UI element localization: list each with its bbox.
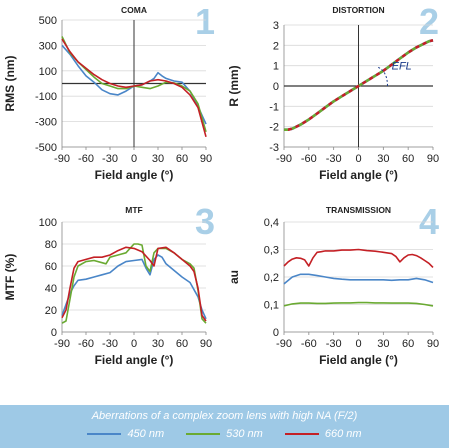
- y-tick-label: 0,1: [264, 300, 279, 312]
- legend-item-660nm: 660 nm: [284, 428, 362, 440]
- x-axis-label: Field angle (°): [95, 353, 174, 367]
- series-line-530nm: [283, 301, 434, 307]
- y-tick-label: -300: [35, 117, 57, 129]
- x-tick-label: -60: [78, 338, 94, 350]
- chart-title: TRANSMISSION: [326, 205, 391, 215]
- y-tick-label: 0: [51, 327, 57, 339]
- series-line-450nm: [283, 273, 434, 285]
- efl-arc: [376, 66, 388, 87]
- figure-caption: Aberrations of a complex zoom lens with …: [91, 410, 358, 422]
- x-tick-label: 0: [355, 338, 361, 350]
- y-axis-label: MTF (%): [3, 254, 17, 301]
- panel-number: 2: [419, 1, 439, 42]
- series-line-660nm: [61, 38, 207, 138]
- series-line-450nm: [61, 254, 207, 320]
- y-axis-label: R (mm): [227, 65, 241, 106]
- panel-number: 1: [195, 1, 215, 42]
- y-tick-label: 40: [45, 283, 57, 295]
- y-tick-label: 100: [39, 217, 57, 229]
- efl-annotation: EFL: [392, 61, 412, 73]
- x-tick-label: 30: [377, 153, 389, 165]
- y-tick-label: 0: [273, 327, 279, 339]
- y-tick-label: 2: [273, 40, 279, 52]
- y-tick-label: 3: [273, 20, 279, 32]
- y-axis-label: RMS (nm): [3, 56, 17, 112]
- x-tick-label: 30: [377, 338, 389, 350]
- y-tick-label: -500: [35, 142, 57, 154]
- y-tick-label: 300: [39, 40, 57, 52]
- panel-number: 3: [195, 201, 215, 242]
- series-line-530nm: [61, 243, 207, 324]
- legend-item-530nm: 530 nm: [186, 428, 263, 440]
- x-tick-label: 30: [152, 338, 164, 350]
- legend-label-450nm: 450 nm: [127, 428, 165, 440]
- x-tick-label: 0: [131, 153, 137, 165]
- y-tick-label: -1: [269, 101, 279, 113]
- chart-panel-2: 2 DISTORTION 3 2 1 0 -1 -2 -3-90 -60 -30 0 30 60 90 EFL…: [227, 1, 439, 182]
- x-tick-label: 60: [402, 153, 414, 165]
- series-line-660nm: [283, 248, 434, 268]
- x-tick-label: -90: [54, 338, 70, 350]
- panel-number: 4: [419, 201, 439, 242]
- y-tick-label: 0,4: [264, 217, 279, 229]
- x-axis-label: Field angle (°): [319, 353, 398, 367]
- chart-title: DISTORTION: [332, 5, 384, 15]
- x-tick-label: 60: [176, 153, 188, 165]
- x-tick-label: 60: [176, 338, 188, 350]
- y-tick-label: 0,3: [264, 245, 279, 257]
- x-tick-label: 0: [131, 338, 137, 350]
- x-tick-label: 90: [200, 338, 212, 350]
- series-line-660nm: [61, 246, 207, 322]
- x-axis-label: Field angle (°): [95, 168, 174, 182]
- x-tick-label: 60: [402, 338, 414, 350]
- x-tick-label: -30: [102, 153, 118, 165]
- x-axis-label: Field angle (°): [319, 168, 398, 182]
- y-tick-label: 100: [39, 66, 57, 78]
- y-tick-label: 500: [39, 15, 57, 27]
- x-tick-label: -30: [102, 338, 118, 350]
- legend: 450 nm 530 nm 660 nm: [0, 427, 449, 441]
- x-tick-label: -60: [301, 153, 317, 165]
- x-tick-label: -90: [54, 153, 70, 165]
- series-line-660nm: [284, 39, 434, 131]
- legend-label-530nm: 530 nm: [226, 428, 263, 440]
- x-tick-label: 90: [427, 338, 439, 350]
- x-tick-label: -30: [326, 153, 342, 165]
- y-tick-label: 20: [45, 305, 57, 317]
- x-tick-label: 30: [152, 153, 164, 165]
- y-tick-label: 0,2: [264, 272, 279, 284]
- x-tick-label: -60: [301, 338, 317, 350]
- legend-swatch-660nm: [284, 433, 319, 435]
- x-tick-label: -30: [326, 338, 342, 350]
- y-tick-label: -3: [269, 142, 279, 154]
- y-axis-label: au: [227, 270, 241, 284]
- legend-swatch-530nm: [186, 433, 221, 435]
- y-tick-label: 0: [273, 81, 279, 93]
- x-tick-label: 90: [200, 153, 212, 165]
- y-tick-label: -2: [269, 122, 279, 134]
- y-tick-label: 60: [45, 261, 57, 273]
- x-tick-label: -60: [78, 153, 94, 165]
- y-tick-label: 1: [273, 61, 279, 73]
- y-tick-label: 80: [45, 239, 57, 251]
- x-tick-label: -90: [276, 153, 292, 165]
- legend-label-660nm: 660 nm: [324, 428, 362, 440]
- x-tick-label: 0: [355, 153, 361, 165]
- x-tick-label: -90: [276, 338, 292, 350]
- legend-footer: Aberrations of a complex zoom lens with …: [0, 405, 449, 448]
- legend-swatch-450nm: [87, 433, 122, 435]
- x-tick-label: 90: [427, 153, 439, 165]
- series-line-530nm: [284, 39, 434, 131]
- chart-title: MTF: [125, 205, 142, 215]
- legend-item-450nm: 450 nm: [87, 428, 164, 440]
- chart-title: COMA: [121, 5, 147, 15]
- y-tick-label: -100: [35, 91, 57, 103]
